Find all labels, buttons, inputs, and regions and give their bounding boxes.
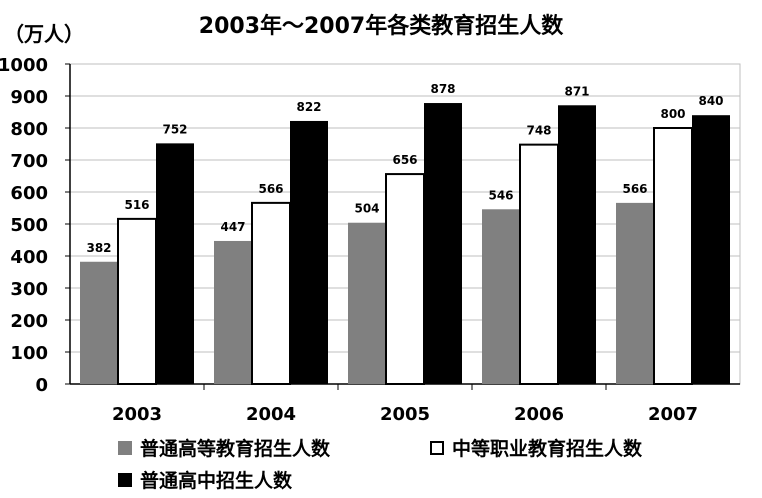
legend: 普通高等教育招生人数 中等职业教育招生人数 普通高中招生人数 — [118, 434, 758, 494]
bar-chart: 0 100 200 300 400 500 600 700 800 900 1000 382 516 75… — [0, 55, 741, 425]
x-tick-label: 2005 — [380, 404, 430, 425]
x-tick-label: 2003 — [112, 404, 162, 425]
bar — [348, 222, 386, 384]
bar — [385, 173, 425, 385]
legend-swatch-white — [430, 440, 444, 455]
data-label: 800 — [660, 107, 685, 121]
bar — [482, 209, 520, 384]
data-label: 656 — [392, 153, 417, 167]
legend-swatch-black — [118, 472, 132, 487]
bar — [156, 143, 194, 384]
legend-label: 中等职业教育招生人数 — [452, 438, 643, 460]
y-tick-label: 500 — [10, 215, 48, 236]
chart-title: 2003年～2007年各类教育招生人数 — [198, 14, 564, 39]
legend-label: 普通高中招生人数 — [140, 470, 293, 492]
data-label: 566 — [622, 182, 647, 196]
data-label: 447 — [220, 220, 245, 234]
data-label: 871 — [564, 84, 589, 98]
y-tick-label: 400 — [10, 247, 48, 268]
bar — [519, 143, 559, 385]
bar — [251, 201, 291, 385]
bar — [117, 217, 157, 385]
legend-swatch-gray — [118, 440, 132, 455]
legend-item-high-school: 普通高中招生人数 — [118, 466, 292, 493]
y-tick-label: 0 — [35, 375, 48, 396]
y-tick-label: 900 — [10, 87, 48, 108]
y-tick-label: 800 — [10, 119, 48, 140]
y-tick-label: 300 — [10, 279, 48, 300]
data-label: 566 — [258, 182, 283, 196]
data-label: 840 — [698, 94, 723, 108]
data-label: 822 — [296, 100, 321, 114]
legend-item-higher-education: 普通高等教育招生人数 — [118, 434, 330, 461]
data-label: 504 — [354, 202, 379, 216]
y-tick-label: 200 — [10, 311, 48, 332]
y-tick-label: 600 — [10, 183, 48, 204]
bar — [653, 127, 693, 385]
data-label: 878 — [430, 82, 455, 96]
bar — [214, 240, 252, 384]
bar — [290, 120, 328, 385]
y-tick-label: 100 — [10, 343, 48, 364]
data-label: 752 — [162, 122, 187, 136]
y-tick-label: 1000 — [0, 55, 48, 76]
x-tick-label: 2004 — [246, 404, 296, 425]
y-axis-unit-label: （万人） — [4, 22, 84, 46]
x-tick-label: 2007 — [648, 404, 698, 425]
data-label: 516 — [124, 198, 149, 212]
bar — [424, 103, 462, 384]
data-label: 546 — [488, 188, 513, 202]
legend-item-vocational: 中等职业教育招生人数 — [430, 434, 642, 461]
bar — [80, 261, 118, 384]
bar — [558, 105, 596, 384]
x-tick-label: 2006 — [514, 404, 564, 425]
data-label: 748 — [526, 124, 551, 138]
y-tick-label: 700 — [10, 151, 48, 172]
bar — [616, 202, 654, 384]
bar — [692, 115, 730, 384]
data-label: 382 — [86, 241, 111, 255]
legend-label: 普通高等教育招生人数 — [140, 438, 331, 460]
